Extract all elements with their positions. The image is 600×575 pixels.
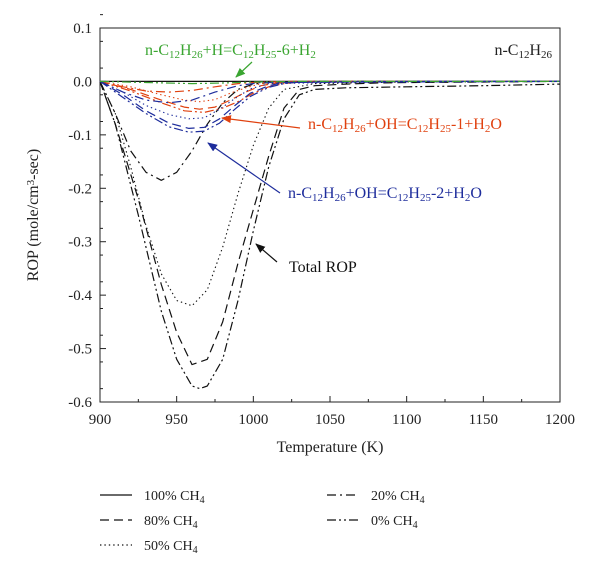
annotation-arrow-total: [255, 243, 278, 263]
annotation-oh2: n-C12H26+OH=C12H25-2+H2O: [288, 185, 482, 204]
legend-label-100: 100% CH4: [144, 489, 205, 506]
series-line-oh1-dotted: [99, 80, 560, 103]
y-tick-label: -0.6: [68, 395, 92, 411]
series-line-oh2-dashdotdot: [99, 80, 560, 133]
y-tick-label: -0.4: [68, 288, 92, 304]
x-tick-label: 1050: [315, 412, 345, 428]
x-tick-label: 1000: [238, 412, 268, 428]
annotation-h6: n-C12H26+H=C12H25-6+H2: [145, 42, 316, 61]
y-tick-label: -0.3: [68, 235, 92, 251]
annotation-arrow-h6: [235, 61, 253, 78]
species-label: n-C12H26: [494, 42, 552, 61]
y-tick-label: -0.1: [68, 128, 92, 144]
legend-label-20: 20% CH4: [371, 489, 425, 506]
annotation-arrow-oh1: [221, 115, 301, 129]
series-line-total-dashdot: [99, 80, 560, 181]
legend-label-80: 80% CH4: [144, 514, 198, 531]
series-layer: [99, 80, 561, 390]
series-line-oh2-dashdot: [99, 80, 561, 104]
series-line-total-dashdotdot: [99, 81, 561, 390]
y-tick-label: -0.5: [68, 342, 92, 358]
y-tick-label: 0.0: [73, 74, 92, 90]
x-tick-label: 1100: [392, 412, 421, 428]
plot-frame: [99, 27, 561, 403]
y-axis-title: ROP (mole/cm3-sec): [25, 149, 42, 281]
annotations: n-C12H26 n-C12H26+H=C12H25-6+H2 n-C12H26+O…: [145, 42, 553, 276]
x-tick-label: 1200: [545, 412, 575, 428]
series-line-oh1-dashed: [99, 80, 560, 110]
legend-label-50: 50% CH4: [144, 539, 198, 556]
x-axis-title: Temperature (K): [277, 439, 384, 456]
series-line-oh2-dashed: [99, 80, 560, 129]
series-line-oh2-dotted: [99, 80, 560, 120]
annotation-oh1: n-C12H26+OH=C12H25-1+H2O: [308, 116, 502, 135]
legend-label-0: 0% CH4: [371, 514, 418, 531]
legend: 100% CH4 80% CH4 50% CH4 20% CH4 0% CH4: [100, 489, 425, 556]
x-tick-label: 1150: [469, 412, 498, 428]
annotation-arrow-oh2: [207, 142, 281, 194]
y-tick-label: 0.1: [73, 21, 92, 37]
series-line-total-dashed: [99, 80, 561, 366]
y-tick-label: -0.2: [68, 181, 92, 197]
annotation-total: Total ROP: [289, 259, 357, 276]
x-tick-label: 900: [89, 412, 112, 428]
x-tick-label: 950: [165, 412, 188, 428]
series-line-h6-dashdotdot: [99, 80, 560, 85]
